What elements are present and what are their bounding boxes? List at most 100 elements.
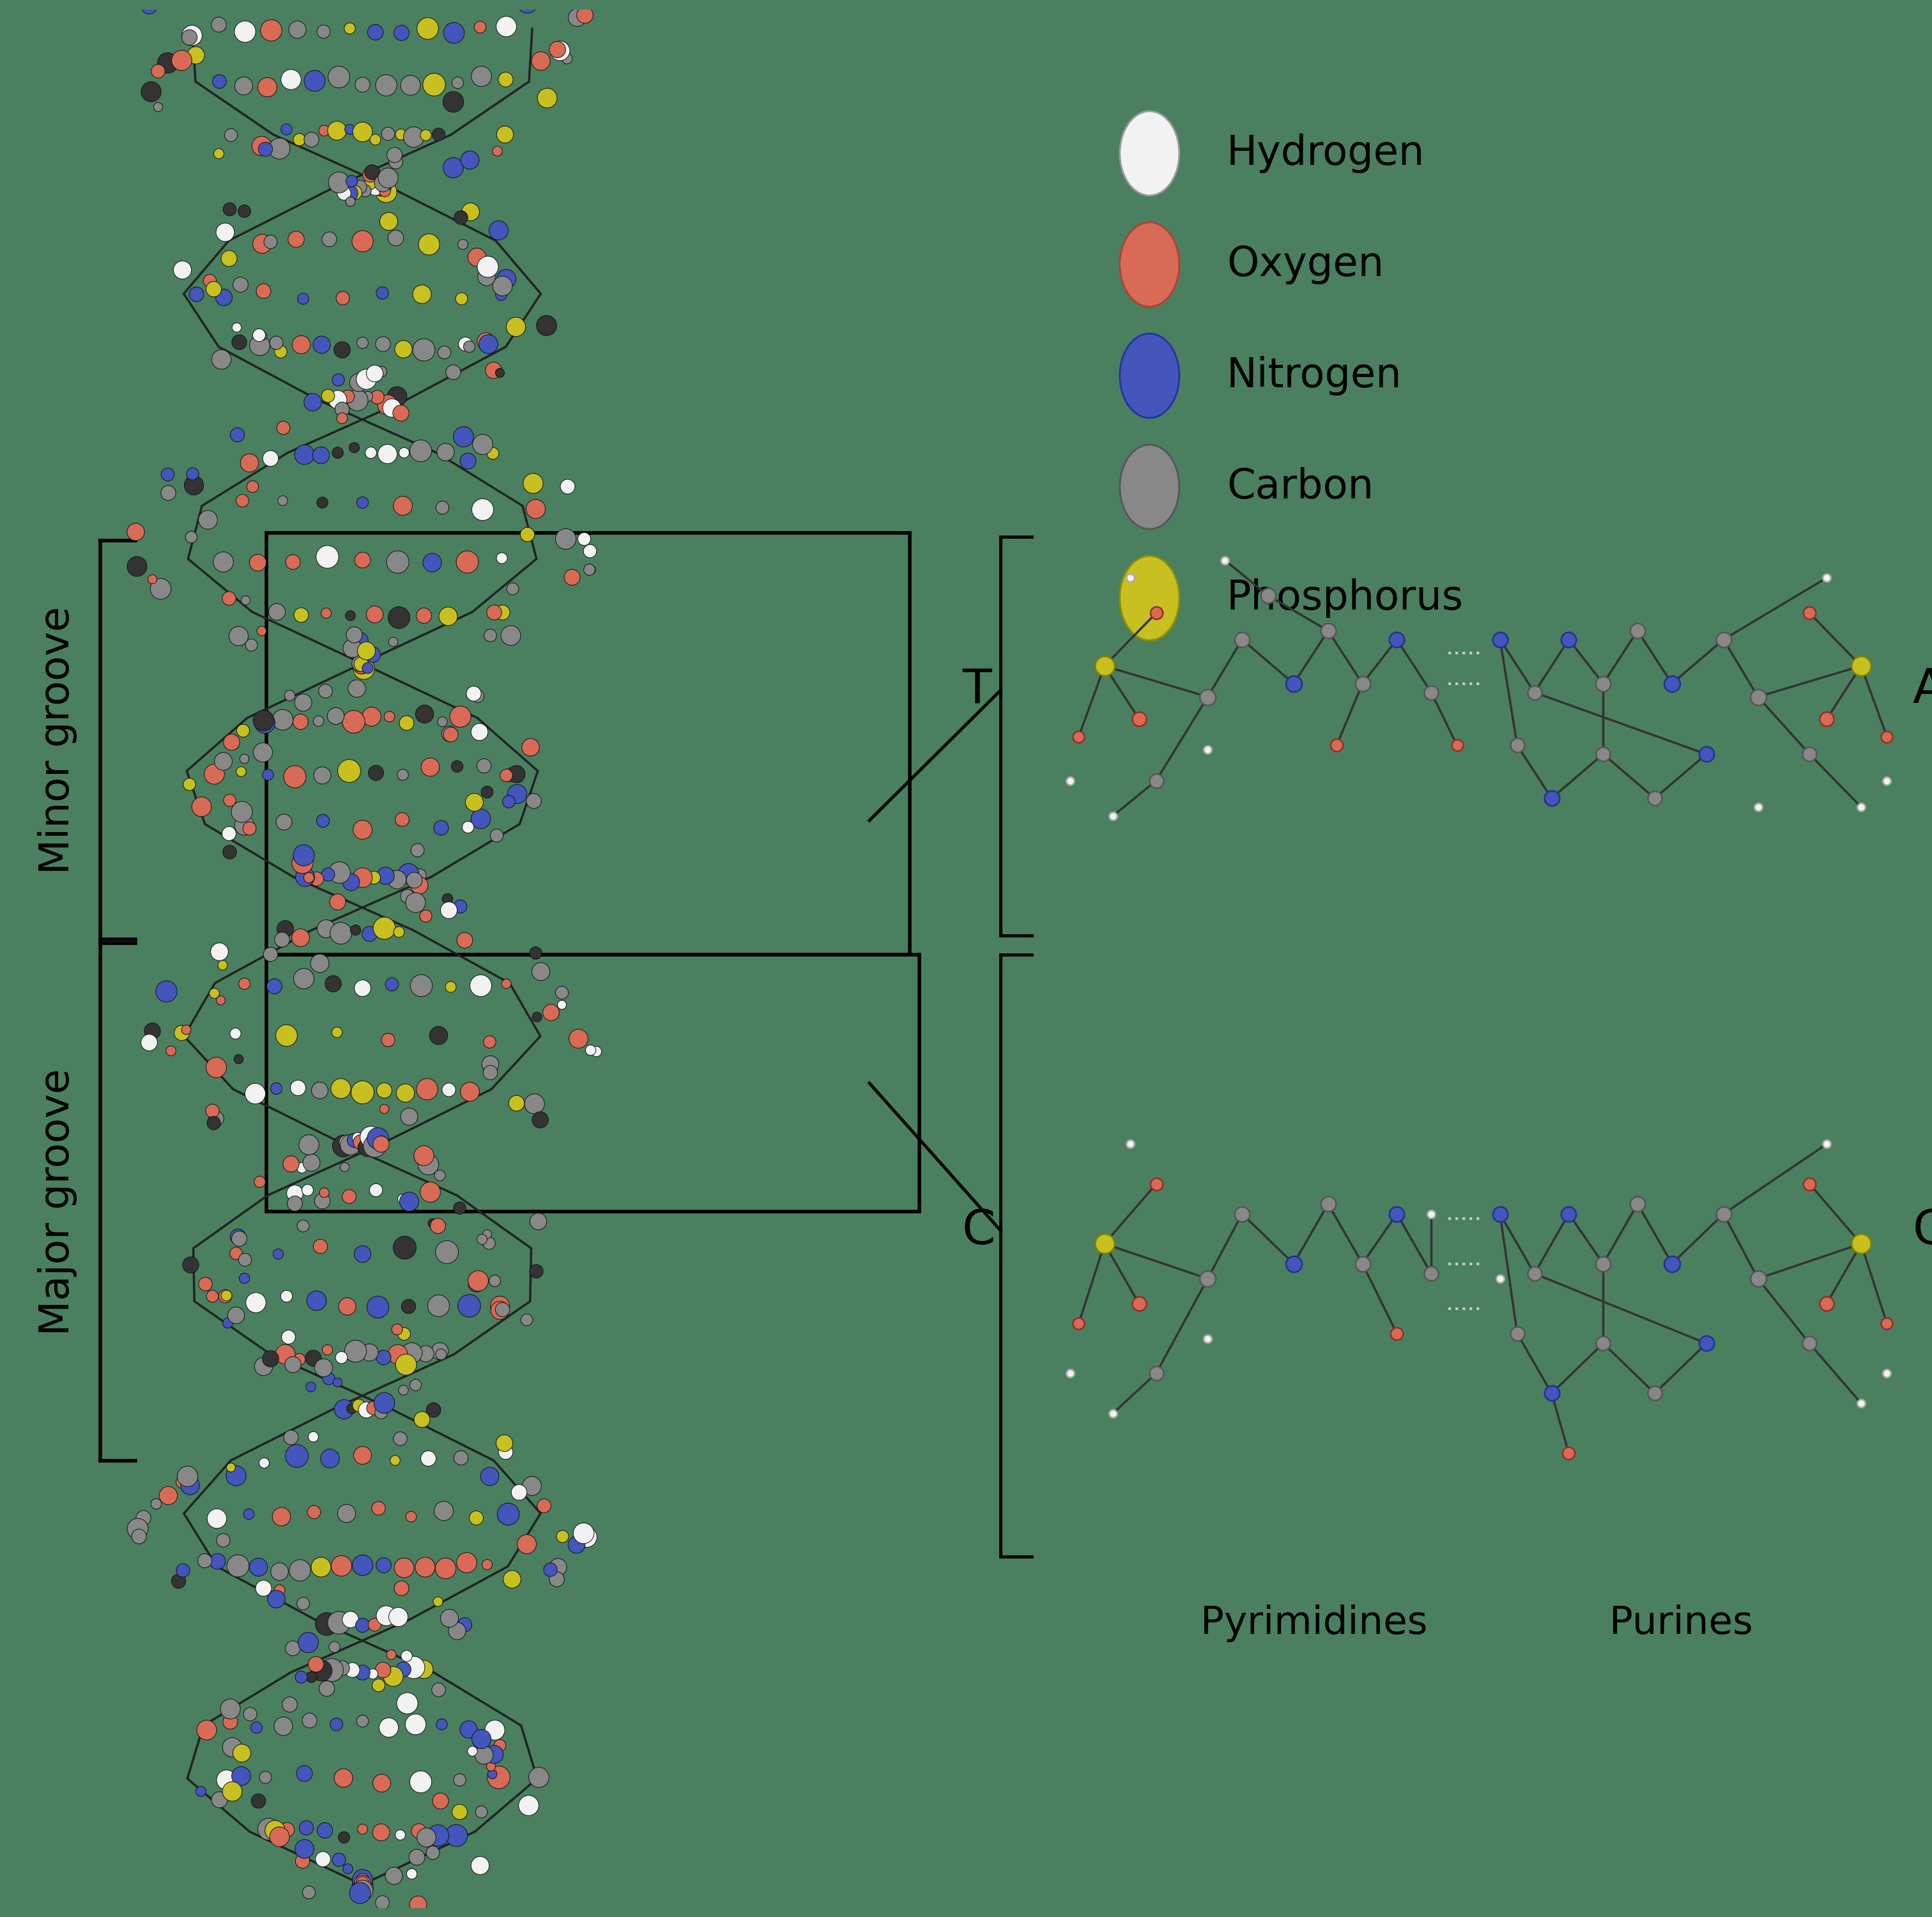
Point [359,358,390,389]
Point [487,543,518,573]
Point [340,914,371,945]
Point [497,1564,527,1595]
Point [371,176,402,207]
Point [475,1049,506,1079]
Point [296,1371,327,1401]
Point [388,1374,419,1405]
Point [355,1121,386,1152]
Point [1656,1248,1687,1279]
Point [526,46,556,77]
Point [224,326,255,357]
Point [340,1336,371,1367]
Point [238,472,269,502]
Point [292,1628,323,1658]
Point [234,1698,265,1729]
Point [373,1712,404,1743]
Point [412,1074,442,1104]
Point [520,1256,551,1286]
Point [214,194,245,224]
Point [214,1706,245,1737]
Point [568,523,599,554]
Point [298,1342,328,1373]
Point [485,1729,516,1760]
Point [504,1476,535,1507]
Point [338,619,369,650]
Point [479,596,510,627]
Point [1312,1189,1343,1219]
Point [267,704,298,734]
Point [323,1606,354,1637]
Point [404,1815,435,1846]
Point [267,1501,298,1532]
Point [466,1223,497,1254]
Point [383,1601,413,1631]
Point [348,650,379,681]
Point [431,1553,462,1583]
Point [469,326,500,357]
Point [431,884,462,914]
Point [214,1451,245,1482]
Point [1795,1169,1826,1200]
Point [452,546,483,577]
Point [479,1714,510,1744]
Point [166,1467,197,1497]
Text: A: A [1913,667,1932,713]
Point [346,652,377,682]
Point [348,654,379,684]
Point [1097,801,1128,832]
Point [323,1367,354,1397]
Point [444,702,475,732]
Point [228,196,259,226]
Point [450,328,481,358]
Point [348,1863,379,1894]
Point [255,226,286,257]
Point [294,1704,325,1735]
Point [224,1223,255,1254]
Point [1553,1198,1584,1229]
Point [466,803,497,834]
Point [359,598,390,629]
Point [1252,581,1283,612]
Point [524,1104,554,1135]
Point [309,115,340,146]
Point [1192,1263,1223,1294]
Point [357,1658,388,1689]
Point [435,719,466,750]
Point [346,69,377,100]
Point [500,759,531,790]
Point [348,815,379,845]
Point [425,1338,456,1369]
Point [288,847,319,878]
Point [520,937,551,968]
Point [1279,669,1310,700]
Point [520,493,551,523]
Point [354,159,384,190]
Point [323,437,354,468]
Point [174,1470,205,1501]
Point [327,1342,357,1373]
Text: Pyrimidines: Pyrimidines [1200,1605,1428,1643]
Point [249,134,280,165]
Point [410,901,440,932]
Point [429,337,460,368]
Point [491,759,522,790]
Point [317,1654,348,1685]
Point [269,912,299,943]
Point [473,328,504,358]
Point [1140,1357,1171,1388]
Point [1638,1378,1669,1409]
Point [288,284,319,314]
Point [243,1166,274,1196]
Point [1708,1198,1739,1229]
Point [274,681,305,711]
Point [1484,625,1515,656]
Point [162,1566,193,1597]
Point [1115,562,1146,592]
Point [512,1528,543,1559]
Point [551,523,582,554]
Point [294,863,325,893]
Point [392,859,423,889]
Point [406,435,437,466]
Point [367,167,398,197]
Point [1810,562,1841,592]
